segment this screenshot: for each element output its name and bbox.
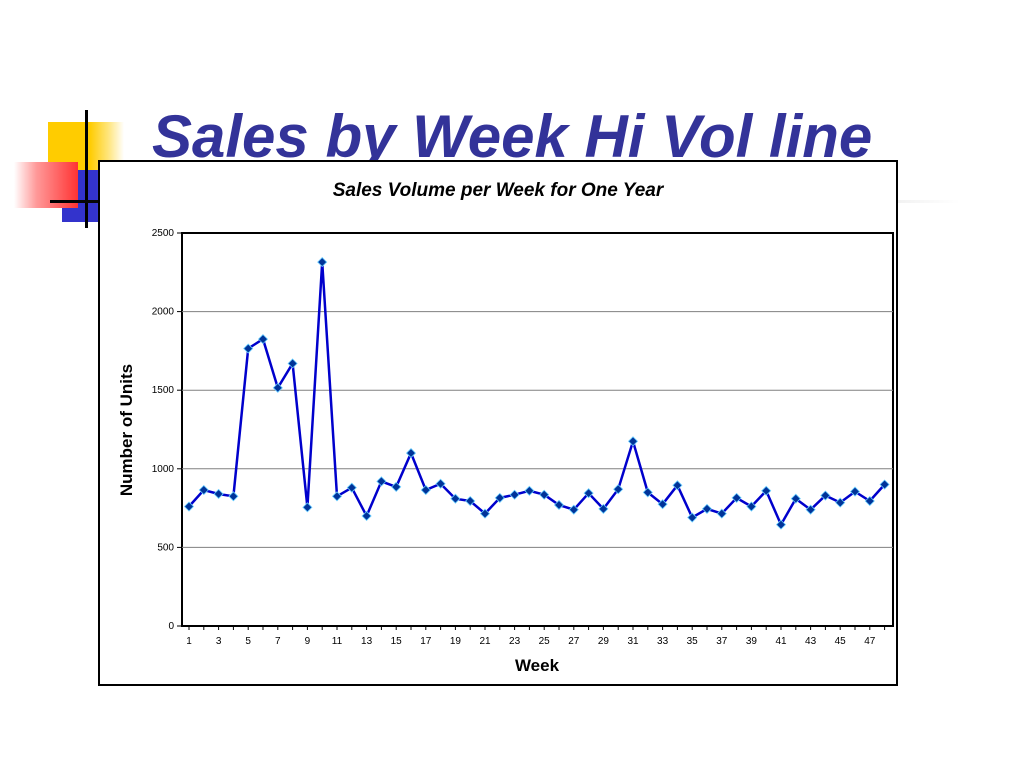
- y-tick-label: 0: [168, 621, 174, 632]
- data-point-marker: [198, 484, 209, 496]
- data-point-marker: [465, 495, 476, 507]
- y-tick-label: 2000: [152, 307, 175, 318]
- gridlines: [182, 311, 893, 548]
- data-point-marker: [302, 502, 313, 513]
- data-point-marker: [287, 358, 298, 369]
- data-point-marker: [613, 484, 624, 495]
- x-tick-label: 31: [627, 636, 639, 647]
- series-line: [188, 262, 886, 528]
- data-point-marker: [820, 490, 831, 501]
- x-tick-label: 41: [775, 636, 787, 647]
- data-point-marker: [687, 512, 698, 523]
- data-point-marker: [642, 487, 653, 498]
- data-point-marker: [790, 493, 801, 504]
- x-tick-label: 21: [479, 636, 491, 647]
- x-tick-label: 23: [509, 636, 521, 647]
- data-point-marker: [331, 491, 343, 502]
- x-tick-label: 19: [450, 636, 462, 647]
- x-axis-label: Week: [515, 656, 560, 675]
- x-tick-label: 35: [687, 636, 699, 647]
- data-point-marker: [405, 448, 417, 459]
- data-point-marker: [272, 382, 283, 393]
- data-point-marker: [228, 491, 239, 502]
- x-tick-label: 1: [186, 636, 192, 647]
- data-point-marker: [450, 493, 461, 504]
- data-point-marker: [849, 486, 861, 497]
- data-points: [183, 257, 890, 530]
- data-point-marker: [657, 499, 668, 510]
- data-point-marker: [435, 478, 446, 489]
- x-tick-label: 37: [716, 636, 728, 647]
- x-tick-label: 45: [835, 636, 847, 647]
- data-point-marker: [509, 489, 520, 500]
- x-tick-label: 27: [568, 636, 580, 647]
- data-point-marker: [835, 497, 846, 508]
- x-tick-label: 11: [332, 636, 343, 647]
- x-tick-label: 7: [275, 636, 281, 647]
- decor-vertical-line: [85, 110, 88, 228]
- data-point-marker: [479, 508, 491, 519]
- data-point-marker: [761, 485, 772, 496]
- x-tick-label: 43: [805, 636, 817, 647]
- chart-title: Sales Volume per Week for One Year: [333, 180, 665, 201]
- y-axis-label: Number of Units: [117, 364, 136, 496]
- data-point-marker: [716, 508, 727, 519]
- y-axis-ticks: 0 500 1000 1500 2000 2500: [152, 228, 182, 632]
- x-tick-label: 25: [539, 636, 551, 647]
- x-tick-label: 13: [361, 636, 373, 647]
- y-tick-label: 1000: [152, 464, 175, 475]
- data-point-marker: [775, 519, 787, 530]
- line-chart: Sales Volume per Week for One Year 0 500 1…: [117, 180, 894, 675]
- data-point-marker: [627, 436, 639, 447]
- x-axis-ticks: 1 3 5 7 9 11 13 15 17 19 21 23 25 27 29 31 33 35 37 39 41 43 4…: [186, 626, 886, 647]
- data-point-marker: [317, 257, 328, 268]
- y-tick-label: 2500: [152, 228, 175, 239]
- data-point-marker: [376, 476, 387, 487]
- x-tick-label: 47: [864, 636, 876, 647]
- data-point-marker: [539, 489, 550, 500]
- data-point-marker: [183, 501, 195, 512]
- data-point-marker: [568, 504, 579, 515]
- data-point-marker: [583, 488, 594, 499]
- y-tick-label: 500: [157, 542, 174, 553]
- data-point-marker: [243, 343, 254, 354]
- data-point-marker: [864, 495, 875, 507]
- data-point-marker: [361, 510, 372, 522]
- data-point-marker: [524, 485, 535, 496]
- x-tick-label: 33: [657, 636, 669, 647]
- x-tick-label: 15: [391, 636, 403, 647]
- x-tick-label: 3: [216, 636, 222, 647]
- chart-container: Sales Volume per Week for One Year 0 500 1…: [98, 160, 898, 686]
- data-point-marker: [701, 503, 713, 514]
- data-point-marker: [257, 334, 269, 345]
- data-point-marker: [213, 488, 224, 500]
- x-tick-label: 5: [245, 636, 251, 647]
- data-point-marker: [746, 501, 757, 512]
- data-point-marker: [391, 481, 402, 492]
- data-point-marker: [346, 482, 357, 493]
- x-tick-label: 39: [746, 636, 758, 647]
- data-point-marker: [598, 503, 609, 514]
- y-tick-label: 1500: [152, 385, 175, 396]
- data-point-marker: [731, 492, 742, 503]
- slide-title: Sales by Week Hi Vol line: [152, 103, 873, 170]
- data-point-marker: [672, 480, 683, 491]
- data-point-marker: [879, 479, 890, 490]
- data-point-marker: [553, 499, 565, 511]
- data-point-marker: [420, 484, 431, 496]
- x-tick-label: 17: [420, 636, 432, 647]
- data-point-marker: [805, 504, 816, 515]
- x-tick-label: 29: [598, 636, 610, 647]
- data-point-marker: [494, 492, 505, 503]
- plot-area: [181, 232, 894, 627]
- x-tick-label: 9: [305, 636, 311, 647]
